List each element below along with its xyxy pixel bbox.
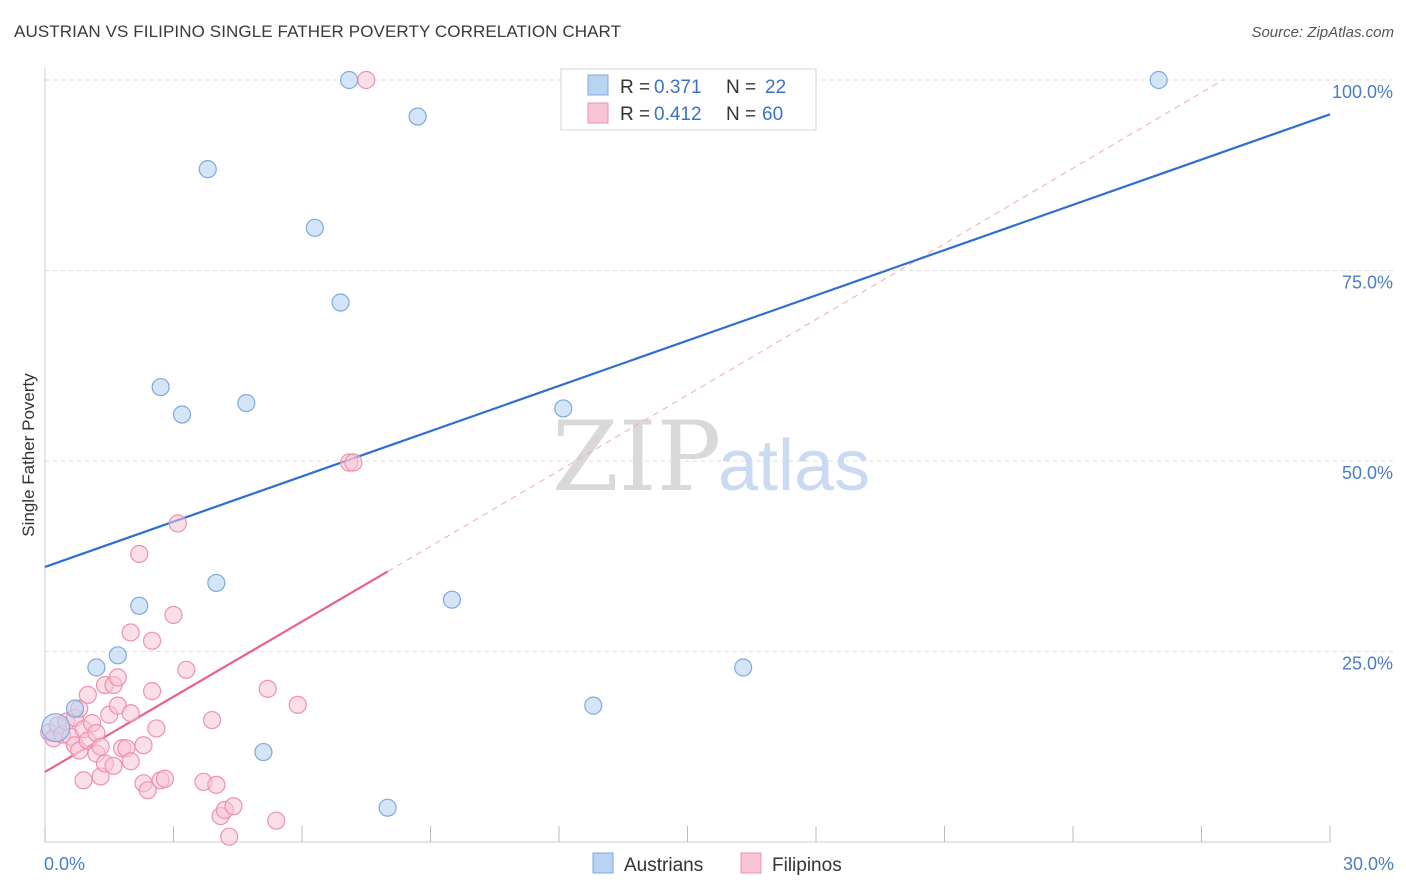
watermark: ZIP atlas [552, 401, 870, 513]
correlation-legend: R = 0.371 N = 22 R = 0.412 N = 60 [560, 68, 817, 131]
filipinos-point-48 [220, 827, 239, 846]
austrians-point-3 [108, 646, 127, 665]
y-tick-label-0: 25.0% [1342, 654, 1393, 674]
filipinos-point-54 [344, 453, 363, 472]
y-tick-labels: 25.0% 50.0% 75.0% 100.0% [1332, 82, 1393, 674]
filipinos-point-51 [267, 811, 286, 830]
chart-title: AUSTRIAN VS FILIPINO SINGLE FATHER POVER… [14, 22, 622, 41]
watermark-zip: ZIP [552, 401, 721, 513]
filipinos-point-50 [258, 679, 277, 698]
austrians-point-5 [151, 377, 170, 397]
source-label: Source: ZipAtlas.com [1251, 24, 1394, 41]
legend-austrians-r-value: 0.371 [654, 77, 702, 98]
austrians-point-20 [1149, 70, 1168, 90]
austrians-point-6 [172, 405, 192, 424]
filipinos-point-17 [91, 737, 110, 756]
austrians-trend-line [44, 113, 1331, 568]
y-tick-label-3: 100.0% [1332, 82, 1393, 102]
legend-austrians-n-value: 22 [765, 77, 786, 98]
grid-lines [45, 79, 1394, 652]
austrians-point-7 [198, 160, 217, 179]
austrians-point-12 [331, 293, 350, 312]
legend-filipinos-r-value: 0.412 [654, 104, 702, 125]
austrians-point-14 [378, 798, 397, 817]
austrians-point-10 [254, 742, 273, 762]
austrians-point-2 [87, 658, 106, 677]
y-tick-label-1: 50.0% [1342, 463, 1393, 483]
filipinos-point-49 [224, 797, 243, 816]
filipinos-point-36 [142, 631, 162, 650]
austrians-point-9 [237, 393, 256, 413]
filipinos-point-28 [121, 704, 140, 723]
legend-austrians-n-label: N = [726, 77, 761, 98]
x-tick-label-max: 30.0% [1343, 854, 1394, 874]
filipinos-point-31 [130, 544, 149, 564]
filipinos-point-55 [357, 70, 376, 90]
filipinos-point-30 [121, 623, 140, 642]
filipinos-point-11 [74, 771, 93, 790]
filipinos-points [40, 70, 376, 846]
filipinos-trend-extension [387, 79, 1224, 572]
filipinos-point-23 [104, 756, 123, 775]
austrians-point-8 [207, 573, 226, 593]
filipinos-point-35 [142, 682, 162, 701]
bottom-legend-swatch-filipinos [740, 852, 762, 874]
austrians-point-0 [41, 713, 71, 743]
austrians-point-15 [408, 107, 427, 126]
filipinos-point-52 [288, 695, 307, 714]
watermark-atlas: atlas [718, 426, 870, 506]
x-ticks [44, 826, 1331, 842]
filipinos-point-13 [78, 685, 97, 705]
legend-filipinos-n-value: 60 [762, 104, 783, 125]
austrians-point-4 [130, 596, 149, 615]
filipinos-point-25 [108, 668, 127, 687]
filipinos-point-29 [121, 752, 140, 771]
filipinos-point-41 [168, 514, 187, 533]
austrians-point-1 [65, 699, 85, 718]
bottom-legend-swatch-austrians [592, 852, 614, 874]
bottom-legend-filipinos: Filipinos [772, 855, 842, 876]
austrians-point-13 [340, 70, 359, 90]
legend-filipinos-r-label: R = [620, 104, 655, 125]
legend-swatch-austrians [587, 74, 609, 96]
filipinos-point-32 [134, 736, 153, 755]
austrians-point-19 [734, 658, 753, 677]
austrians-point-17 [554, 399, 573, 418]
filipinos-point-44 [202, 710, 222, 730]
x-tick-label-min: 0.0% [44, 854, 85, 874]
austrians-points [41, 70, 1168, 817]
legend-swatch-filipinos [587, 102, 609, 124]
filipinos-point-34 [138, 781, 157, 800]
series-legend: Austrians Filipinos [592, 852, 842, 876]
austrians-point-18 [584, 696, 603, 715]
legend-austrians-r-label: R = [620, 77, 655, 98]
bottom-legend-austrians: Austrians [624, 855, 703, 876]
filipinos-point-42 [177, 660, 196, 679]
y-tick-label-2: 75.0% [1342, 273, 1393, 293]
filipinos-point-39 [155, 769, 175, 788]
legend-filipinos-n-label: N = [726, 104, 761, 125]
filipinos-point-37 [147, 719, 166, 738]
y-axis-label: Single Father Poverty [19, 373, 38, 537]
austrians-point-11 [305, 218, 324, 237]
filipinos-point-40 [164, 605, 183, 625]
austrians-point-16 [442, 590, 462, 609]
filipinos-point-45 [207, 775, 226, 794]
